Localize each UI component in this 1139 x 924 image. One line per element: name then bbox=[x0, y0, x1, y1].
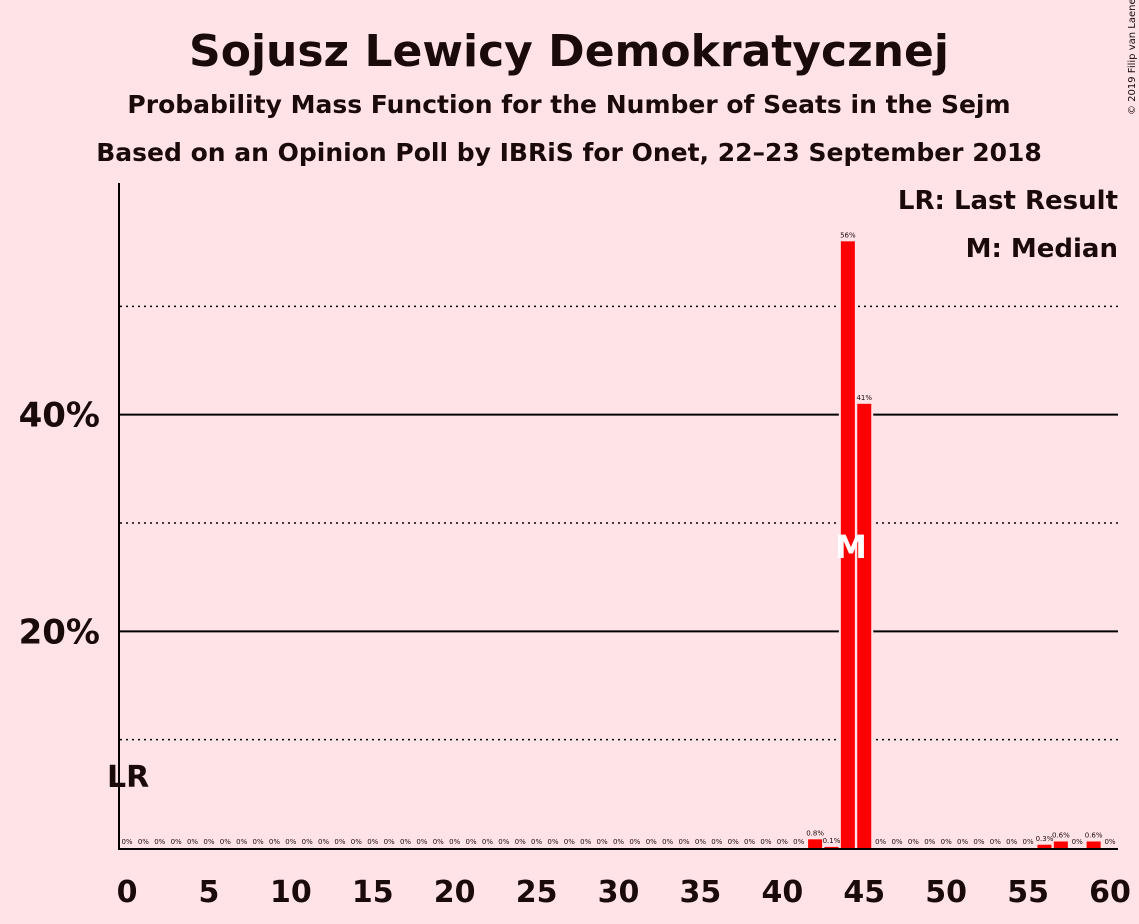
x-tick-label: 5 bbox=[198, 875, 219, 910]
x-tick-label: 0 bbox=[117, 875, 138, 910]
bar-label-seat-16: 0% bbox=[384, 838, 395, 846]
bar-label-seat-6: 0% bbox=[220, 838, 231, 846]
x-tick-label: 50 bbox=[925, 875, 967, 910]
bar-label-seat-3: 0% bbox=[171, 838, 182, 846]
bar-label-seat-36: 0% bbox=[711, 838, 722, 846]
bar-label-seat-25: 0% bbox=[531, 838, 542, 846]
bar-label-seat-45: 41% bbox=[856, 394, 872, 402]
bar-label-seat-31: 0% bbox=[629, 838, 640, 846]
bar-seat-56 bbox=[1037, 844, 1052, 849]
bar-label-seat-32: 0% bbox=[646, 838, 657, 846]
last-result-marker: LR bbox=[107, 760, 149, 795]
grid-lines bbox=[120, 305, 1118, 741]
bar-label-seat-57: 0.6% bbox=[1052, 832, 1070, 840]
bar-label-seat-12: 0% bbox=[318, 838, 329, 846]
bar-label-seat-38: 0% bbox=[744, 838, 755, 846]
median-marker: M bbox=[835, 528, 867, 566]
bar-label-seat-24: 0% bbox=[515, 838, 526, 846]
bar-seat-57 bbox=[1053, 841, 1068, 849]
bar-label-seat-44: 56% bbox=[840, 231, 856, 239]
bar-label-seat-59: 0.6% bbox=[1085, 832, 1103, 840]
x-tick-label: 25 bbox=[516, 875, 558, 910]
bar-label-seat-33: 0% bbox=[662, 838, 673, 846]
bar-label-seat-21: 0% bbox=[465, 838, 476, 846]
bar-label-seat-49: 0% bbox=[924, 838, 935, 846]
bar-label-seat-37: 0% bbox=[728, 838, 739, 846]
bar-label-seat-53: 0% bbox=[990, 838, 1001, 846]
x-tick-label: 10 bbox=[270, 875, 312, 910]
x-tick-label: 15 bbox=[352, 875, 394, 910]
copyright: © 2019 Filip van Laenen bbox=[1127, 0, 1138, 115]
bar-label-seat-56: 0.3% bbox=[1036, 835, 1054, 843]
x-tick-label: 30 bbox=[598, 875, 640, 910]
bar-label-seat-19: 0% bbox=[433, 838, 444, 846]
bar-label-seat-48: 0% bbox=[908, 838, 919, 846]
bar-label-seat-42: 0.8% bbox=[806, 829, 824, 837]
bar-label-seat-55: 0% bbox=[1023, 838, 1034, 846]
bar-label-seat-60: 0% bbox=[1104, 838, 1115, 846]
tick-labels: 0 5 10 15 20 25 30 35 40 45 50 55 60 20% 40% bbox=[19, 396, 1131, 910]
bar-label-seat-35: 0% bbox=[695, 838, 706, 846]
bar-label-seat-29: 0% bbox=[597, 838, 608, 846]
bar-label-seat-13: 0% bbox=[334, 838, 345, 846]
bar-label-seat-52: 0% bbox=[973, 838, 984, 846]
bar-label-seat-8: 0% bbox=[253, 838, 264, 846]
bar-label-seat-5: 0% bbox=[203, 838, 214, 846]
bar-seat-45 bbox=[857, 403, 872, 849]
chart-subtitle-2: Based on an Opinion Poll by IBRiS for On… bbox=[96, 138, 1042, 167]
bar-seat-43 bbox=[824, 846, 839, 849]
legend-median: M: Median bbox=[966, 234, 1118, 264]
bar-label-seat-17: 0% bbox=[400, 838, 411, 846]
x-tick-label: 55 bbox=[1007, 875, 1049, 910]
bar-label-seat-39: 0% bbox=[760, 838, 771, 846]
bar-label-seat-15: 0% bbox=[367, 838, 378, 846]
bar-label-seat-10: 0% bbox=[285, 838, 296, 846]
bar-label-seat-20: 0% bbox=[449, 838, 460, 846]
bar-label-seat-7: 0% bbox=[236, 838, 247, 846]
x-tick-label: 45 bbox=[843, 875, 885, 910]
x-tick-label: 35 bbox=[680, 875, 722, 910]
bar-label-seat-43: 0.1% bbox=[823, 837, 841, 845]
bar-label-seat-30: 0% bbox=[613, 838, 624, 846]
bar-label-seat-11: 0% bbox=[302, 838, 313, 846]
bars bbox=[808, 241, 1101, 850]
bar-label-seat-28: 0% bbox=[580, 838, 591, 846]
bar-seat-59 bbox=[1086, 841, 1101, 849]
bar-label-seat-54: 0% bbox=[1006, 838, 1017, 846]
bar-label-seat-46: 0% bbox=[875, 838, 886, 846]
bar-label-seat-9: 0% bbox=[269, 838, 280, 846]
bar-label-seat-22: 0% bbox=[482, 838, 493, 846]
chart-subtitle-1: Probability Mass Function for the Number… bbox=[127, 90, 1010, 119]
bar-seat-44 bbox=[840, 241, 855, 850]
bar-label-seat-23: 0% bbox=[498, 838, 509, 846]
legend-last-result: LR: Last Result bbox=[898, 186, 1118, 216]
chart-title: Sojusz Lewicy Demokratycznej bbox=[189, 26, 949, 77]
bar-label-seat-34: 0% bbox=[678, 838, 689, 846]
bar-label-seat-50: 0% bbox=[941, 838, 952, 846]
bar-label-seat-14: 0% bbox=[351, 838, 362, 846]
bar-label-seat-47: 0% bbox=[891, 838, 902, 846]
axes bbox=[118, 183, 1118, 850]
bar-label-seat-41: 0% bbox=[793, 838, 804, 846]
bar-label-seat-4: 0% bbox=[187, 838, 198, 846]
x-tick-label: 20 bbox=[434, 875, 476, 910]
y-tick-label: 40% bbox=[19, 396, 100, 436]
bar-label-seat-2: 0% bbox=[154, 838, 165, 846]
bar-label-seat-51: 0% bbox=[957, 838, 968, 846]
bar-label-seat-40: 0% bbox=[777, 838, 788, 846]
bar-label-seat-1: 0% bbox=[138, 838, 149, 846]
bar-label-seat-18: 0% bbox=[416, 838, 427, 846]
bar-labels: 0% 0% 0% 0% 0% 0% 0% 0% 0% 0% 0% 0% 0% 0% 0% 0% 0% 0% 0% 0%… bbox=[121, 231, 1115, 846]
bar-label-seat-27: 0% bbox=[564, 838, 575, 846]
bar-seat-42 bbox=[808, 839, 823, 849]
x-tick-label: 40 bbox=[761, 875, 803, 910]
bar-label-seat-26: 0% bbox=[547, 838, 558, 846]
x-tick-label: 60 bbox=[1089, 875, 1131, 910]
bar-label-seat-58: 0% bbox=[1072, 838, 1083, 846]
y-tick-label: 20% bbox=[19, 612, 100, 652]
bar-label-seat-0: 0% bbox=[121, 838, 132, 846]
